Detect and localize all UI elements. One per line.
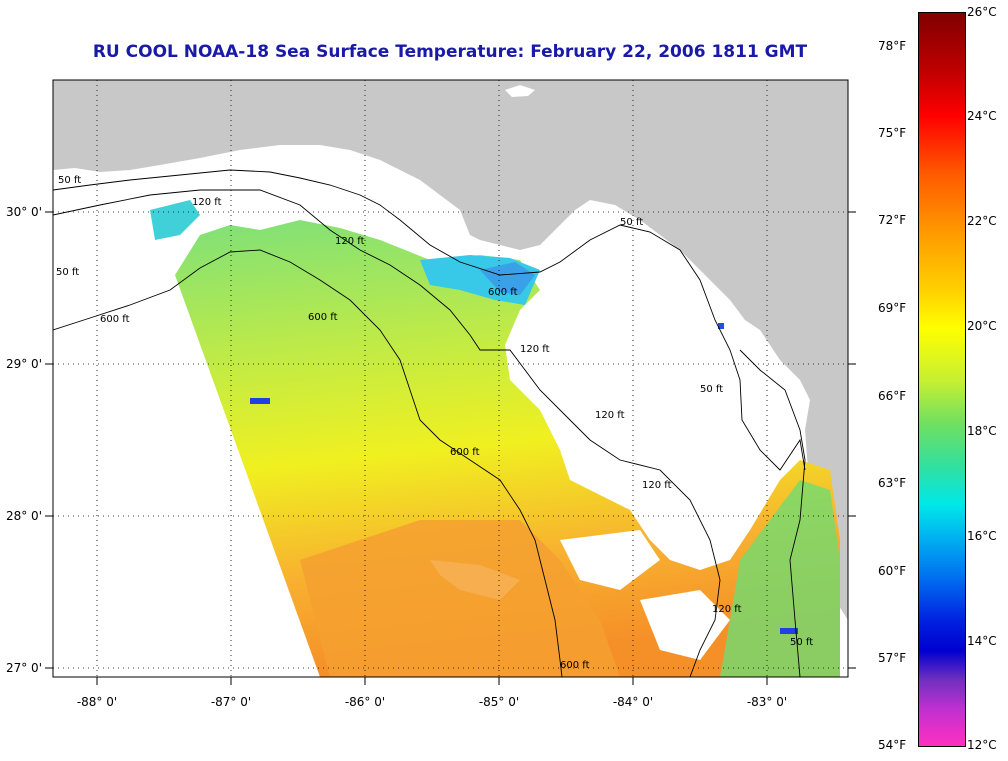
x-tick-label: -86° 0' xyxy=(345,695,385,709)
colorbar-c-label: 20°C xyxy=(967,319,997,333)
colorbar-c-label: 22°C xyxy=(967,214,997,228)
colorbar-c-label: 18°C xyxy=(967,424,997,438)
bathymetry-contours xyxy=(53,169,806,677)
y-tick-label: 29° 0' xyxy=(6,357,42,371)
x-tick-label: -88° 0' xyxy=(77,695,117,709)
contour-label: 50 ft xyxy=(620,217,643,228)
colorbar-f-label: 66°F xyxy=(878,389,907,403)
contour-label: 50 ft xyxy=(58,175,81,186)
x-tick-label: -83° 0' xyxy=(747,695,787,709)
colorbar-f-label: 72°F xyxy=(878,213,907,227)
x-tick-label: -84° 0' xyxy=(613,695,653,709)
contour-label: 600 ft xyxy=(488,287,518,298)
y-tick-label: 27° 0' xyxy=(6,661,42,675)
y-tick-label: 28° 0' xyxy=(6,509,42,523)
x-tick-label: -87° 0' xyxy=(211,695,251,709)
colorbar-f-label: 63°F xyxy=(878,476,907,490)
contour-label: 120 ft xyxy=(192,197,222,208)
colorbar-f-label: 75°F xyxy=(878,126,907,140)
colorbar-c-label: 24°C xyxy=(967,109,997,123)
colorbar-f-label: 54°F xyxy=(878,738,907,752)
x-tick-label: -85° 0' xyxy=(479,695,519,709)
contour-label: 50 ft xyxy=(56,267,79,278)
contour-label: 600 ft xyxy=(560,660,590,671)
y-tick-label: 30° 0' xyxy=(6,205,42,219)
contour-label: 600 ft xyxy=(450,447,480,458)
contour-label: 50 ft xyxy=(700,384,723,395)
contour-label: 120 ft xyxy=(595,410,625,421)
land-northern-coast xyxy=(53,80,848,620)
colorbar-f-label: 57°F xyxy=(878,651,907,665)
contour-label: 120 ft xyxy=(520,344,550,355)
contour-label: 120 ft xyxy=(712,604,742,615)
colorbar-f-label: 60°F xyxy=(878,564,907,578)
colorbar-c-label: 16°C xyxy=(967,529,997,543)
contour-label: 120 ft xyxy=(335,236,365,247)
contour-label: 600 ft xyxy=(100,314,130,325)
map-title: RU COOL NOAA-18 Sea Surface Temperature:… xyxy=(92,42,808,62)
temperature-colorbar xyxy=(918,12,966,747)
contour-label: 600 ft xyxy=(308,312,338,323)
colorbar-f-label: 69°F xyxy=(878,301,907,315)
contour-label: 120 ft xyxy=(642,480,672,491)
colorbar-f-label: 78°F xyxy=(878,39,907,53)
colorbar-c-label: 26°C xyxy=(967,5,997,19)
colorbar-c-label: 12°C xyxy=(967,738,997,752)
colorbar-c-label: 14°C xyxy=(967,634,997,648)
contour-label: 50 ft xyxy=(790,637,813,648)
